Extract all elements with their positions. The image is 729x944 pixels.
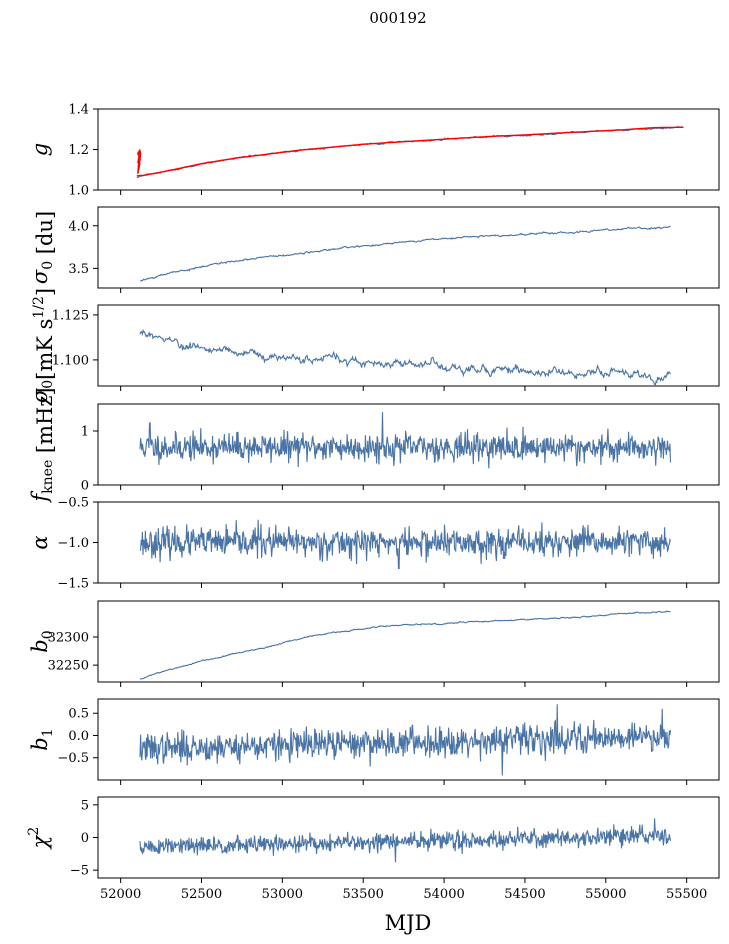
ylabel-sub: 1 — [40, 728, 56, 737]
y-tick-label: −0.5 — [57, 751, 89, 766]
ylabel-main: χ — [28, 834, 52, 850]
y-tick-label: 32300 — [48, 631, 89, 646]
x-tick-label: 55500 — [666, 887, 707, 902]
y-tick-label: −0.5 — [57, 496, 89, 511]
ylabel-tail: ] — [33, 288, 57, 296]
ylabel-sup: 1/2 — [31, 296, 47, 319]
ylabel-sub: knee — [40, 460, 56, 494]
y-tick-label: 1 — [81, 425, 89, 440]
series-line — [139, 610, 671, 680]
axes-frame — [97, 206, 720, 289]
y-tick-label: −1.5 — [57, 577, 89, 592]
panel-fknee: 0 1 fknee [mHz] — [28, 387, 720, 504]
ylabel-rest: [mK s — [33, 319, 57, 380]
y-tick-label: −5 — [70, 864, 89, 879]
y-tick-label: 3.5 — [68, 262, 89, 277]
x-tick-label: 53000 — [262, 887, 303, 902]
axes-frame — [97, 698, 720, 781]
ylabel-rest: [mHz] — [33, 387, 57, 459]
x-tick-label: 53500 — [343, 887, 384, 902]
axes-frame — [97, 108, 720, 191]
plot-area-sigma0_du — [139, 225, 671, 282]
y-tick-label: 5 — [81, 798, 89, 813]
y-axis-label-g: g — [28, 143, 52, 156]
ylabel-main: σ — [28, 269, 52, 284]
plot-area-g — [136, 126, 684, 178]
y-axis-label-chi2: χ2 — [26, 827, 52, 851]
ylabel-sub: 0 — [40, 380, 56, 389]
series-line — [136, 126, 684, 178]
ylabel-rest: [du] — [33, 211, 57, 261]
x-tick-label: 52500 — [181, 887, 222, 902]
x-axis-label: MJD — [385, 911, 432, 935]
plot-area-b1 — [139, 704, 672, 776]
x-tick-label: 54000 — [423, 887, 464, 902]
ylabel-main: σ — [28, 388, 52, 403]
ylabel-main: f — [28, 491, 52, 504]
y-tick-label: 1.2 — [68, 143, 89, 158]
y-axis-label-sigma0_du: σ0 [du] — [28, 211, 57, 284]
figure-title: 000192 — [369, 9, 426, 27]
y-tick-label: 0.5 — [68, 707, 89, 722]
y-tick-label: 1.125 — [52, 308, 89, 323]
fit-spike — [136, 148, 142, 174]
x-tick-label: 54500 — [504, 887, 545, 902]
axes-frame — [97, 304, 720, 387]
ylabel-main: b — [28, 737, 52, 750]
panel-b1: −0.5 0.0 0.5 b1 — [28, 698, 720, 785]
plot-area-fknee — [139, 412, 672, 469]
ylabel-sup: 2 — [26, 827, 42, 836]
y-tick-label: 32250 — [48, 659, 89, 674]
series-fit-line — [136, 126, 684, 177]
series-line — [139, 818, 672, 863]
y-axis-label-b0: b0 — [28, 630, 56, 652]
ylabel-main: b — [28, 639, 52, 652]
plot-area-sigma0_mk — [139, 328, 671, 386]
ylabel-sub: 0 — [40, 630, 56, 639]
ylabel-sub: 0 — [40, 261, 56, 270]
y-tick-label: 1.4 — [68, 103, 89, 118]
x-tick-label: 55000 — [585, 887, 626, 902]
y-tick-label: 1.0 — [68, 184, 89, 199]
series-line — [139, 225, 671, 282]
panel-alpha: −1.5 −1.0 −0.5 α — [28, 496, 720, 592]
axes-frame — [97, 600, 720, 683]
y-axis-label-fknee: fknee [mHz] — [28, 387, 57, 503]
y-axis-label-alpha: α — [28, 535, 52, 549]
y-tick-label: 0.0 — [68, 729, 89, 744]
series-line — [139, 704, 672, 776]
y-axis-label-sigma0_mk: σ0[mK s1/2] — [28, 288, 57, 403]
panel-g: 1.0 1.2 1.4 g — [28, 103, 720, 199]
x-tick-label: 52000 — [100, 887, 141, 902]
ylabel-main: g — [28, 143, 52, 156]
panel-sigma0_du: 3.5 4.0 σ0 [du] — [28, 206, 720, 293]
y-tick-label: 4.0 — [68, 219, 89, 234]
series-line — [139, 328, 671, 386]
plot-area-chi2 — [139, 818, 672, 863]
y-tick-label: 1.100 — [52, 353, 89, 368]
plot-area-b0 — [139, 610, 671, 680]
ylabel-main: α — [28, 535, 52, 549]
plot-area-alpha — [139, 519, 672, 569]
y-axis-label-b1: b1 — [28, 728, 56, 750]
y-tick-label: −1.0 — [57, 536, 89, 551]
panel-chi2: −5 0 5 52000 52500 53000 53500 54000 54500 55000 5… — [26, 796, 720, 902]
y-tick-label: 0 — [81, 479, 89, 494]
axes-frame — [97, 403, 720, 486]
series-line — [139, 519, 672, 569]
y-tick-label: 0 — [81, 831, 89, 846]
series-line — [139, 412, 672, 469]
